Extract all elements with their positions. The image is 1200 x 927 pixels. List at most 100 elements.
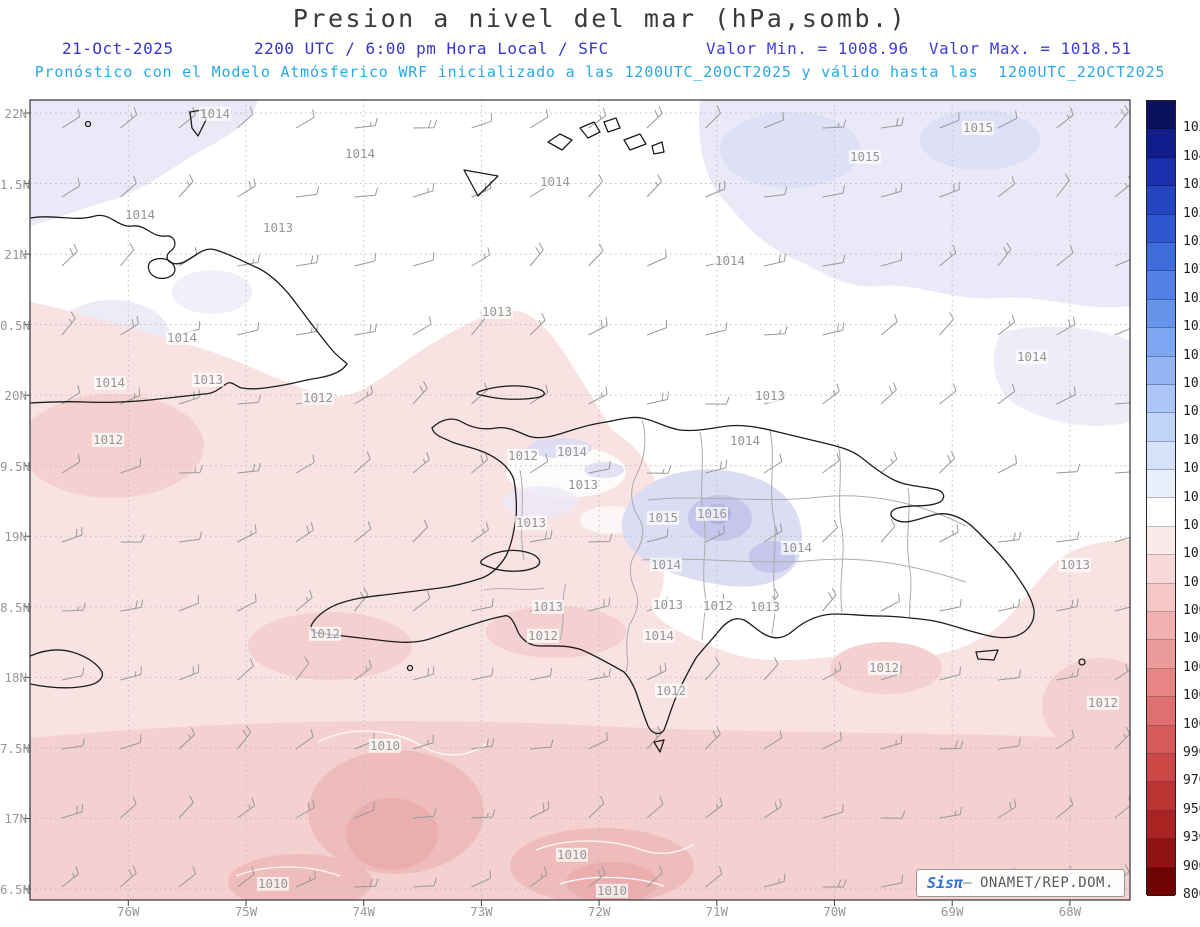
- wind-barb: [822, 661, 842, 681]
- caicos-island-4: [623, 133, 647, 151]
- wind-barb: [295, 254, 319, 267]
- gonave-island: [480, 549, 541, 572]
- wind-barb: [588, 597, 611, 612]
- latlon-grid: [30, 100, 1130, 900]
- wind-barb: [705, 396, 730, 405]
- wind-barb: [763, 453, 783, 474]
- page-title: Presion a nivel del mar (hPa,somb.): [292, 4, 908, 33]
- wind-barb: [880, 252, 903, 267]
- colorbar-cell: [1147, 754, 1175, 783]
- mona-island: [1078, 658, 1086, 666]
- beata-island: [653, 739, 665, 753]
- wind-barb: [705, 524, 725, 543]
- admin-boundaries: [483, 419, 967, 673]
- wind-barb: [295, 656, 310, 681]
- wind-barb: [822, 804, 844, 819]
- colorbar: [1146, 100, 1176, 896]
- wind-barb: [412, 182, 434, 198]
- wind-barb: [1114, 797, 1130, 819]
- wind-barb: [705, 726, 721, 750]
- wind-barb: [763, 873, 786, 888]
- colorbar-cell: [1147, 810, 1175, 840]
- wind-barb: [588, 317, 608, 336]
- wind-barb: [178, 321, 201, 336]
- colorbar-cell: [1147, 555, 1175, 584]
- wind-barb: [354, 521, 372, 543]
- wind-barb: [295, 109, 315, 129]
- wind-barb: [880, 735, 903, 750]
- plot-frame: [29, 99, 1131, 901]
- wind-barb: [763, 325, 788, 336]
- wind-barb: [237, 797, 255, 819]
- wind-barb: [529, 800, 550, 819]
- wind-barb: [822, 452, 840, 474]
- wind-barb: [412, 808, 437, 819]
- wind-barb: [120, 599, 144, 612]
- wind-barb: [354, 385, 373, 405]
- caicos-island-2: [579, 121, 601, 139]
- wind-barb: [763, 253, 786, 267]
- sispi-logo: Sisπ: [927, 874, 964, 892]
- wind-barb: [471, 247, 490, 267]
- wind-barb: [120, 107, 138, 129]
- jamaica-coastline: [30, 649, 104, 689]
- wind-barb: [529, 109, 549, 129]
- wind-barb: [646, 796, 664, 819]
- cuba-bay: [147, 257, 176, 280]
- colorbar-cell: [1147, 384, 1175, 414]
- wind-barb: [1056, 316, 1076, 336]
- wind-barb: [588, 461, 611, 474]
- wind-barb: [997, 314, 1016, 336]
- wind-barb: [1114, 104, 1129, 129]
- wind-barb: [939, 524, 959, 543]
- wind-barb: [997, 531, 1022, 543]
- wind-barb: [120, 242, 135, 267]
- wind-barb: [412, 381, 428, 405]
- colorbar-cell: [1147, 356, 1175, 385]
- wind-barb: [295, 589, 313, 612]
- colorbar-cell: [1147, 157, 1175, 187]
- wind-barb: [412, 452, 430, 474]
- wind-barb: [237, 725, 252, 750]
- wind-barb: [471, 870, 492, 888]
- wind-barb: [178, 727, 195, 750]
- wind-barb: [178, 795, 194, 819]
- model-info-line: Pronóstico con el Modelo Atmósferico WRF…: [34, 63, 1166, 81]
- hispaniola-coastline: [310, 416, 1035, 735]
- wind-barb: [588, 731, 608, 750]
- wind-barb: [997, 598, 1021, 612]
- wind-barb: [237, 462, 261, 474]
- wind-barb: [880, 593, 901, 612]
- wind-barb: [295, 522, 314, 543]
- wind-barb: [1056, 463, 1081, 474]
- wind-barb: [939, 112, 960, 129]
- wind-barb: [588, 107, 607, 129]
- wind-barb: [237, 524, 257, 543]
- wind-barb: [588, 668, 611, 681]
- wind-barb: [1056, 729, 1075, 750]
- wind-barb: [120, 316, 139, 336]
- wind-barb: [705, 180, 726, 198]
- wind-barb: [120, 865, 137, 888]
- wind-barb: [997, 737, 1021, 750]
- wind-barb: [997, 242, 1012, 267]
- wind-barb: [588, 386, 608, 405]
- wind-barb: [588, 796, 605, 819]
- wind-barb: [412, 666, 435, 681]
- axis-ticks: [24, 112, 1071, 906]
- wind-barb: [822, 383, 840, 405]
- wind-barb: [880, 382, 897, 405]
- wind-barb: [646, 105, 663, 129]
- wind-barb: [237, 866, 255, 888]
- wind-barb: [822, 731, 842, 750]
- caicos-island-3: [603, 117, 621, 133]
- wind-barb: [237, 321, 260, 336]
- wind-barb: [471, 667, 494, 681]
- wind-barb: [354, 802, 375, 819]
- wind-barb: [529, 312, 546, 336]
- colorbar-cell: [1147, 101, 1175, 130]
- wind-barb: [120, 796, 137, 819]
- colorbar-cell: [1147, 498, 1175, 527]
- wind-barb: [354, 252, 377, 267]
- wind-barb: [1056, 797, 1074, 819]
